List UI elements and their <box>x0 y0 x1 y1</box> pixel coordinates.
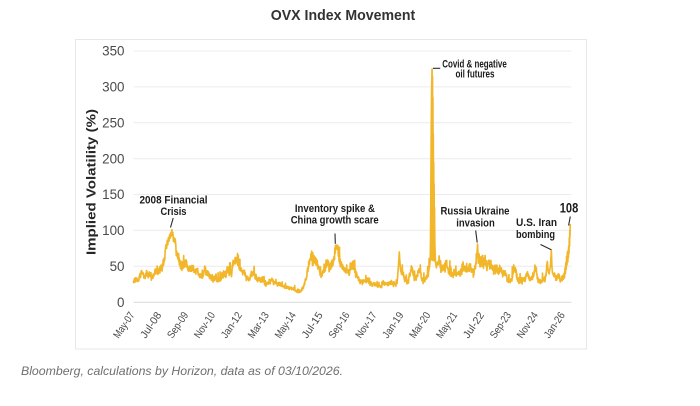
svg-text:Implied Volatility (%): Implied Volatility (%) <box>84 109 99 255</box>
svg-text:Crisis: Crisis <box>161 206 187 218</box>
svg-text:Bloomberg, calculations by Hor: Bloomberg, calculations by Horizon, data… <box>21 364 343 378</box>
svg-text:200: 200 <box>102 151 124 166</box>
svg-text:Inventory spike &: Inventory spike & <box>295 203 375 215</box>
svg-text:oil futures: oil futures <box>456 68 495 80</box>
svg-text:bombing: bombing <box>516 229 555 241</box>
svg-text:invasion: invasion <box>456 217 495 229</box>
svg-text:150: 150 <box>102 187 124 202</box>
svg-text:2008 Financial: 2008 Financial <box>140 195 208 207</box>
svg-text:350: 350 <box>102 44 124 59</box>
svg-text:250: 250 <box>102 115 124 130</box>
svg-text:108: 108 <box>560 201 579 216</box>
svg-text:Russia Ukraine: Russia Ukraine <box>441 205 510 217</box>
svg-text:100: 100 <box>102 223 124 238</box>
svg-text:0: 0 <box>117 295 124 310</box>
svg-text:300: 300 <box>102 80 124 95</box>
svg-text:OVX Index Movement: OVX Index Movement <box>271 8 416 24</box>
svg-text:China growth scare: China growth scare <box>291 215 379 227</box>
svg-text:50: 50 <box>110 259 125 274</box>
svg-text:U.S. Iran: U.S. Iran <box>516 217 557 229</box>
